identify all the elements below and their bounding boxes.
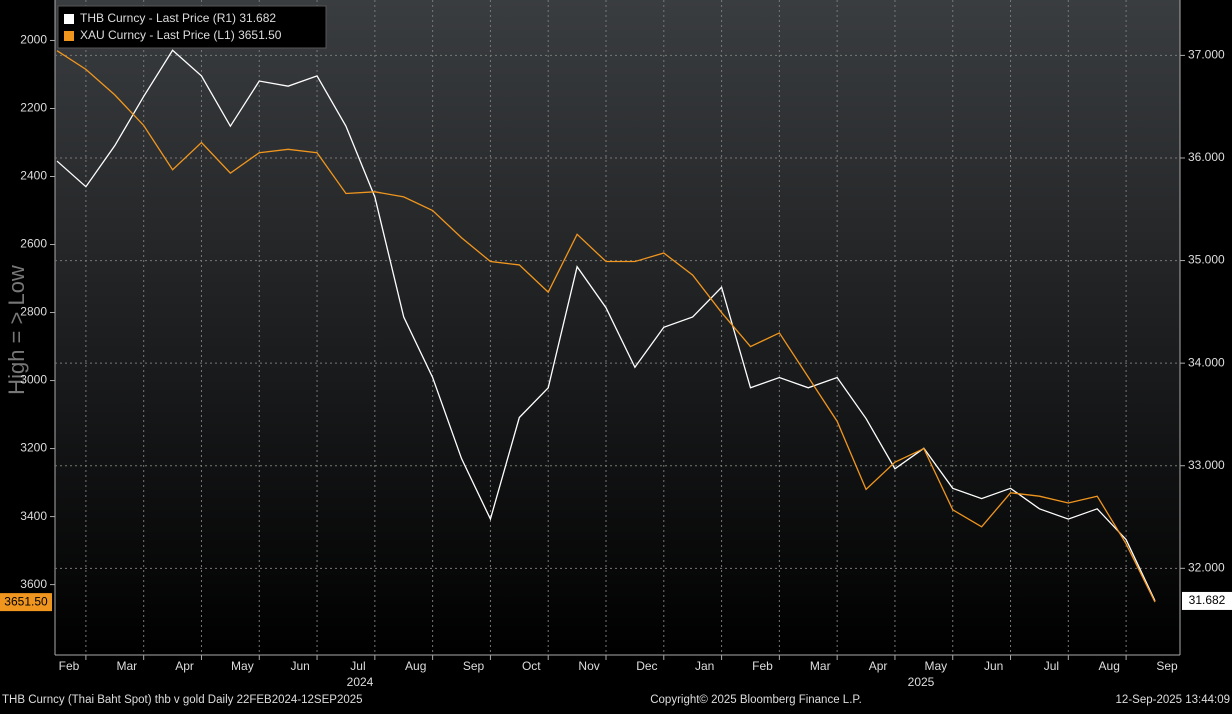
y2-tick-label: 34.000 bbox=[1188, 355, 1225, 369]
x-tick-label: Sep bbox=[463, 659, 485, 673]
x-tick-label: Jul bbox=[350, 659, 365, 673]
y-tick-label: 2800 bbox=[20, 305, 47, 319]
legend-value: 31.682 bbox=[239, 11, 276, 25]
y2-tick-label: 35.000 bbox=[1188, 253, 1225, 267]
y2-tick-label: 37.000 bbox=[1188, 48, 1225, 62]
x-tick-label: Nov bbox=[578, 659, 599, 673]
legend-swatch bbox=[64, 31, 74, 41]
x-tick-label: Dec bbox=[636, 659, 657, 673]
x-tick-label: Sep bbox=[1156, 659, 1178, 673]
series-line bbox=[56, 50, 1156, 603]
x-tick-label: Jun bbox=[984, 659, 1003, 673]
footer-left: THB Curncy (Thai Baht Spot) thb v gold D… bbox=[2, 694, 363, 706]
y-tick-label: 3400 bbox=[20, 509, 47, 523]
plot-background bbox=[55, 0, 1180, 655]
last-value-label: 3651.50 bbox=[4, 594, 48, 608]
y-tick-label: 3200 bbox=[20, 441, 47, 455]
y-tick-label: 2600 bbox=[20, 237, 47, 251]
x-tick-label: Mar bbox=[810, 659, 831, 673]
year-label: 2024 bbox=[347, 675, 374, 689]
x-tick-label: Jun bbox=[290, 659, 309, 673]
legend-swatch bbox=[64, 14, 74, 24]
x-tick-label: Jan bbox=[695, 659, 714, 673]
last-value-tag bbox=[0, 593, 52, 612]
legend-entry: XAU Curncy - Last Price (L1) 3651.50 bbox=[80, 28, 282, 42]
last-value-label: 31.682 bbox=[1189, 593, 1226, 607]
x-tick-label: Apr bbox=[175, 659, 194, 673]
x-tick-label: Apr bbox=[869, 659, 888, 673]
y-axis-label: High = > Low bbox=[4, 265, 29, 395]
x-tick-label: Aug bbox=[405, 659, 426, 673]
legend-value: 3651.50 bbox=[238, 28, 282, 42]
footer-right: 12-Sep-2025 13:44:09 bbox=[1116, 694, 1230, 706]
legend-name: XAU Curncy - Last Price (L1) bbox=[80, 28, 235, 42]
y-tick-label: 2200 bbox=[20, 101, 47, 115]
x-tick-label: Aug bbox=[1099, 659, 1120, 673]
series-line bbox=[56, 49, 1156, 602]
footer-center: Copyright© 2025 Bloomberg Finance L.P. bbox=[650, 694, 862, 706]
y2-tick-label: 36.000 bbox=[1188, 150, 1225, 164]
y2-tick-label: 32.000 bbox=[1188, 560, 1225, 574]
legend-box bbox=[57, 5, 327, 49]
x-tick-label: Mar bbox=[116, 659, 137, 673]
y2-tick-label: 33.000 bbox=[1188, 458, 1225, 472]
last-value-tag bbox=[1182, 591, 1232, 610]
x-tick-label: May bbox=[925, 659, 948, 673]
x-tick-label: Feb bbox=[752, 659, 773, 673]
y-tick-label: 3600 bbox=[20, 577, 47, 591]
x-tick-label: Oct bbox=[522, 659, 541, 673]
y-tick-label: 2000 bbox=[20, 33, 47, 47]
y-tick-label: 3000 bbox=[20, 373, 47, 387]
x-tick-label: Jul bbox=[1044, 659, 1059, 673]
legend-entry: THB Curncy - Last Price (R1) 31.682 bbox=[80, 11, 276, 25]
legend-name: THB Curncy - Last Price (R1) bbox=[80, 11, 236, 25]
x-tick-label: May bbox=[231, 659, 254, 673]
year-label: 2025 bbox=[908, 675, 935, 689]
y-tick-label: 2400 bbox=[20, 169, 47, 183]
x-tick-label: Feb bbox=[59, 659, 80, 673]
